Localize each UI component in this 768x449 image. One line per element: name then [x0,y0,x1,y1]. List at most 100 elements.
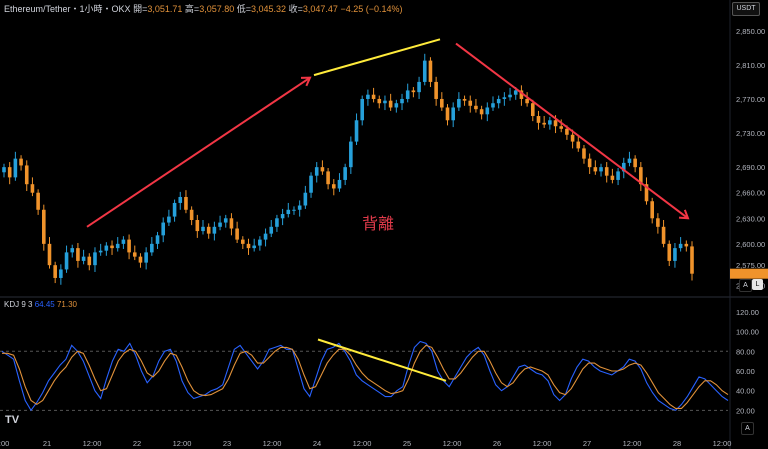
candle-body [59,269,63,278]
candle-body [565,128,569,135]
candle-body [349,141,353,168]
candle-body [604,167,609,176]
candle-body [587,158,592,168]
time-tick-label: 2:00 [0,439,9,448]
price-tick-label: 2,690.00 [736,163,765,172]
candle-body [314,167,319,176]
candle-body [331,184,336,189]
kdj-divergence-line [317,338,447,382]
price-tick-label: 2,770.00 [736,95,765,104]
price-tick-label: 2,660.00 [736,189,765,198]
tradingview-logo: TV [5,414,20,426]
candle-body [394,103,399,108]
candle-body [548,120,552,125]
candle-body [440,98,444,108]
candle-body [87,256,92,266]
candle-body [519,90,524,99]
candle-body [405,90,410,99]
candle-body [132,252,137,257]
candle-body [201,226,205,232]
kdj-tick-label: 100.00 [736,328,759,337]
candle-body [172,202,177,217]
candle-body [502,97,507,99]
kdj-tick-label: 60.00 [736,367,755,376]
kdj-label[interactable]: KDJ 9 3 [4,300,33,309]
time-tick-label: 27 [583,439,591,448]
candle-body [337,179,342,189]
candle-body [223,218,228,223]
candle-body [189,209,194,220]
symbol-title[interactable]: Ethereum/Tether・1小時・OKX [4,4,131,14]
divergence-annotation: 背離 [362,214,395,233]
candle-body [144,252,148,263]
arrow-head [300,76,312,87]
candle-body [13,158,18,178]
trend-line [313,38,441,77]
log-scale-button[interactable]: L [752,279,763,290]
auto-scale-button[interactable]: A [739,279,752,292]
candle-body [184,196,188,210]
price-tick-label: 2,630.00 [736,214,765,223]
candle-body [309,175,313,193]
candle-body [417,81,421,93]
candle-body [644,184,649,202]
kdj-tick-label: 40.00 [736,387,755,396]
candle-body [161,222,166,236]
candle-body [127,239,131,253]
kdj-tick-label: 80.00 [736,347,755,356]
candle-body [593,167,598,172]
time-tick-label: 12:00 [443,439,462,448]
candle-body [246,243,251,249]
candle-body [457,98,461,108]
candle-body [81,256,86,261]
candle-body [286,209,291,215]
low-value: 3,045.32 [251,4,287,14]
price-tick-label: 2,600.00 [736,240,765,249]
kdj-legend: KDJ 9 3 64.45 71.30 [4,300,77,309]
candle-body [576,141,581,149]
candle-body [218,222,222,227]
candle-body [98,250,103,253]
candle-body [650,201,654,219]
candle-body [434,81,438,99]
time-tick-label: 26 [493,439,501,448]
candle-body [297,205,302,210]
candle-body [275,218,279,227]
time-tick-label: 21 [43,439,51,448]
candle-body [303,192,308,206]
open-label: 開 [133,4,143,14]
candle-body [678,243,683,249]
candle-body [673,248,677,261]
candle-body [115,243,120,249]
candle-body [42,209,46,244]
candle-body [195,219,200,232]
candle-body [104,245,109,251]
candle-body [474,105,478,110]
candle-body [656,218,660,227]
candle-body [178,196,183,203]
trend-line [86,76,311,228]
time-tick-label: 25 [403,439,411,448]
candle-body [639,167,643,185]
candle-body [621,162,626,172]
candle-body [525,98,529,104]
kdj-auto-scale-button[interactable]: A [741,422,754,435]
change-value: −4.25 (−0.14%) [340,4,403,14]
candle-body [468,100,473,106]
candle-body [667,243,672,261]
price-tick-label: 2,810.00 [736,61,765,70]
close-label: 收 [288,4,298,14]
candle-body [320,167,325,172]
kdj-series-k [1,340,729,412]
candle-body [383,100,387,104]
candle-body [388,100,393,108]
trend-line [455,42,689,220]
candle-body [269,226,274,234]
candle-body [343,167,347,180]
time-tick-label: 12:00 [713,439,732,448]
currency-selector[interactable]: USDT [732,2,760,16]
candle-body [530,103,535,117]
candle-body [292,209,296,211]
